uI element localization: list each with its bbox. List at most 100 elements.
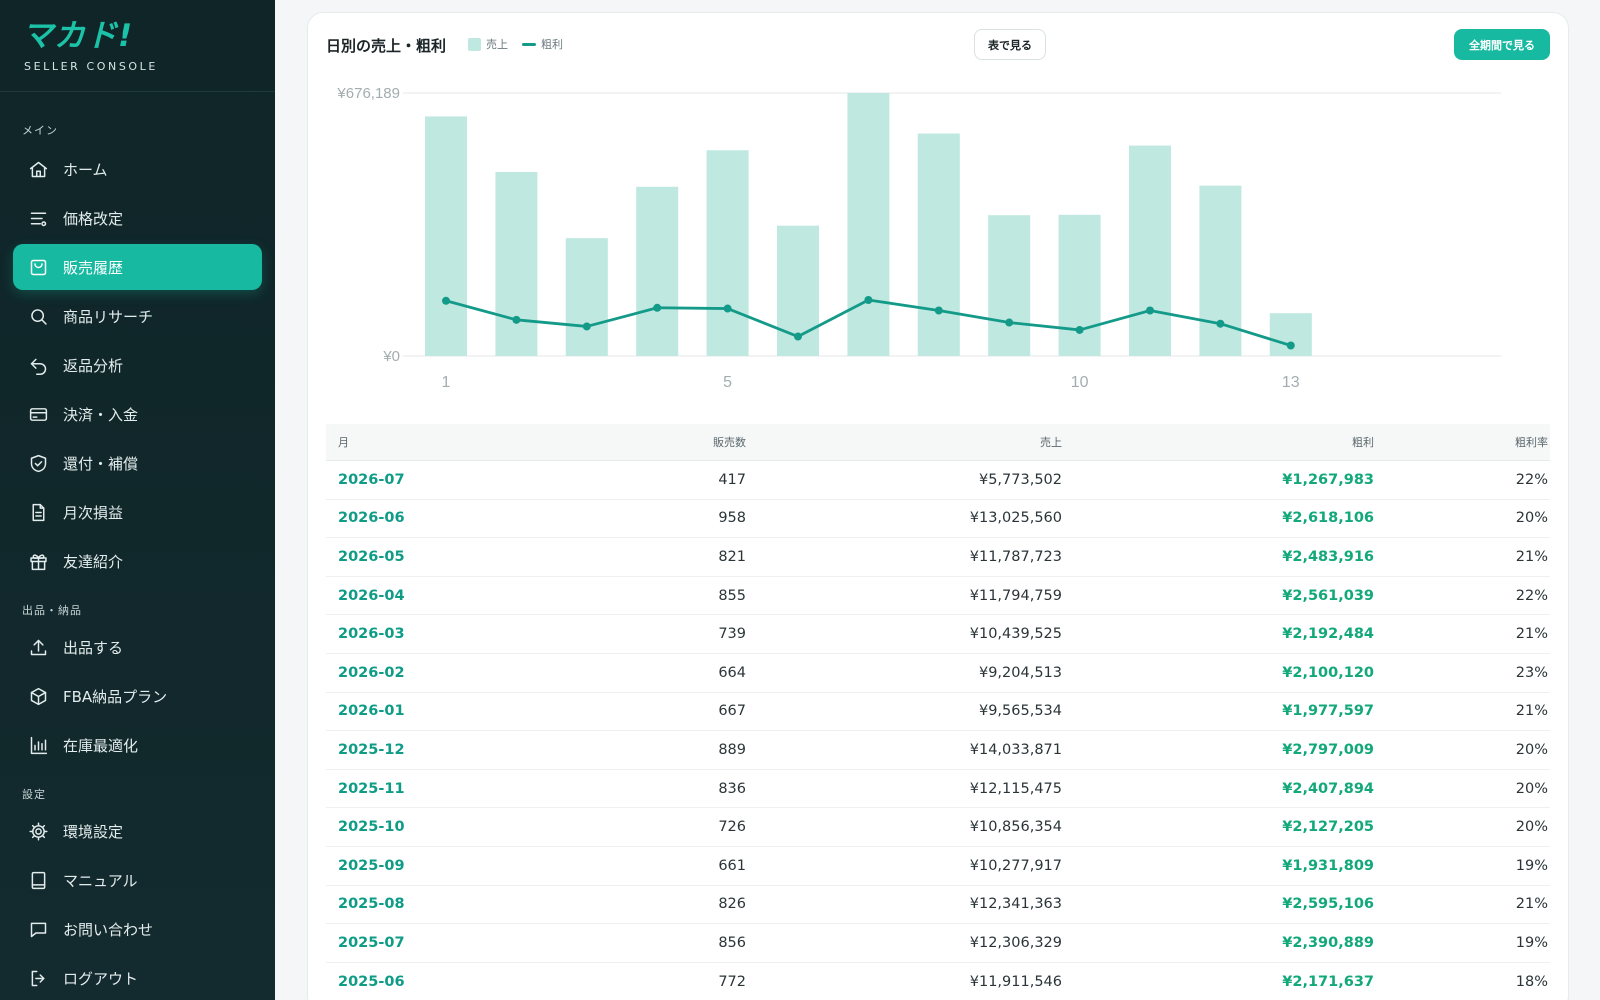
sidebar-item-inventory[interactable]: 在庫最適化 <box>13 722 262 768</box>
gift-icon <box>27 550 49 572</box>
brand-subtitle: SELLER CONSOLE <box>24 60 158 73</box>
sidebar-item-refunds[interactable]: 還付・補償 <box>13 440 262 486</box>
month-link[interactable]: 2026-03 <box>338 626 405 643</box>
sales-cell: ¥14,033,871 <box>969 741 1062 758</box>
month-link[interactable]: 2026-01 <box>338 703 405 720</box>
profit-point <box>653 303 662 312</box>
table-row[interactable]: 2026-05 821 ¥11,787,723 ¥2,483,916 21% <box>326 538 1550 577</box>
y-tick-label: ¥676,189 <box>336 85 400 102</box>
sidebar-item-product-research[interactable]: 商品リサーチ <box>13 293 262 339</box>
search-icon <box>27 305 49 327</box>
table-row[interactable]: 2026-02 664 ¥9,204,513 ¥2,100,120 23% <box>326 654 1550 693</box>
month-link[interactable]: 2025-08 <box>338 896 405 913</box>
month-link[interactable]: 2025-09 <box>338 857 405 874</box>
sales-bar <box>1058 214 1101 356</box>
profit-point <box>582 322 591 331</box>
month-link[interactable]: 2026-05 <box>338 548 405 565</box>
monthly-table: 月 販売数 売上 粗利 粗利率 2026-07 417 ¥5,773,502 ¥1,2… <box>326 424 1550 1000</box>
profit-point <box>1075 325 1084 334</box>
sold-cell: 661 <box>718 857 746 874</box>
sidebar-item-monthly-pl[interactable]: 月次損益 <box>13 489 262 535</box>
month-link[interactable]: 2026-07 <box>338 471 405 488</box>
logout-icon <box>27 967 49 989</box>
sidebar-item-contact[interactable]: お問い合わせ <box>13 906 262 952</box>
y-tick-label: ¥0 <box>382 348 400 365</box>
table-row[interactable]: 2026-04 855 ¥11,794,759 ¥2,561,039 22% <box>326 577 1550 616</box>
sales-bar <box>847 93 890 356</box>
undo-icon <box>27 354 49 376</box>
month-link[interactable]: 2026-02 <box>338 664 405 681</box>
sidebar-item-fba-plan[interactable]: FBA納品プラン <box>13 673 262 719</box>
month-link[interactable]: 2026-04 <box>338 587 405 604</box>
nav-section-listing: 出品・納品 <box>22 604 82 617</box>
sales-bar <box>706 150 749 356</box>
table-row[interactable]: 2025-10 726 ¥10,856,354 ¥2,127,205 20% <box>326 808 1550 847</box>
month-link[interactable]: 2025-12 <box>338 741 405 758</box>
sidebar-item-sales-history[interactable]: 販売履歴 <box>13 244 262 290</box>
nav-section-settings: 設定 <box>22 788 46 801</box>
gear-icon <box>27 820 49 842</box>
profit-cell: ¥1,267,983 <box>1282 471 1374 488</box>
sales-cell: ¥11,787,723 <box>969 548 1062 565</box>
sold-cell: 958 <box>718 510 746 527</box>
sidebar-item-label: 決済・入金 <box>63 405 139 424</box>
sales-bar <box>636 186 679 356</box>
sidebar-item-label: マニュアル <box>63 871 138 890</box>
table-row[interactable]: 2025-06 772 ¥11,911,546 ¥2,171,637 18% <box>326 963 1550 1000</box>
table-row[interactable]: 2025-08 826 ¥12,341,363 ¥2,595,106 21% <box>326 886 1550 925</box>
table-row[interactable]: 2025-12 889 ¥14,033,871 ¥2,797,009 20% <box>326 731 1550 770</box>
sidebar-item-settings[interactable]: 環境設定 <box>13 808 262 854</box>
profit-cell: ¥2,127,205 <box>1282 819 1374 836</box>
month-link[interactable]: 2025-11 <box>338 780 405 797</box>
profit-cell: ¥2,483,916 <box>1282 548 1374 565</box>
book-icon <box>27 869 49 891</box>
nav-section-main: メイン <box>22 124 58 137</box>
table-row[interactable]: 2025-11 836 ¥12,115,475 ¥2,407,894 20% <box>326 770 1550 809</box>
sales-cell: ¥13,025,560 <box>969 510 1062 527</box>
table-row[interactable]: 2026-03 739 ¥10,439,525 ¥2,192,484 21% <box>326 615 1550 654</box>
sidebar-item-home[interactable]: ホーム <box>13 146 262 192</box>
x-tick-label: 13 <box>1282 374 1300 391</box>
rate-cell: 20% <box>1515 819 1548 836</box>
month-link[interactable]: 2026-06 <box>338 510 405 527</box>
brand-logo[interactable]: マカド! <box>22 18 134 54</box>
table-row[interactable]: 2025-09 661 ¥10,277,917 ¥1,931,809 19% <box>326 847 1550 886</box>
sales-bar <box>425 116 467 356</box>
rate-cell: 21% <box>1515 626 1548 643</box>
legend-bar-swatch <box>468 37 481 51</box>
rate-cell: 19% <box>1515 857 1548 874</box>
rate-cell: 18% <box>1515 973 1548 990</box>
table-row[interactable]: 2025-07 856 ¥12,306,329 ¥2,390,889 19% <box>326 924 1550 963</box>
sales-cell: ¥11,911,546 <box>969 973 1062 990</box>
table-row[interactable]: 2026-07 417 ¥5,773,502 ¥1,267,983 22% <box>326 461 1550 500</box>
month-link[interactable]: 2025-06 <box>338 973 405 990</box>
brand: マカド! SELLER CONSOLE <box>0 0 275 92</box>
sidebar-item-label: 月次損益 <box>63 503 124 522</box>
table-row[interactable]: 2026-06 958 ¥13,025,560 ¥2,618,106 20% <box>326 500 1550 539</box>
sidebar-item-returns[interactable]: 返品分析 <box>13 342 262 388</box>
header-sales: 売上 <box>1040 436 1062 449</box>
month-link[interactable]: 2025-07 <box>338 934 405 951</box>
sidebar-item-label: 返品分析 <box>63 356 124 375</box>
sales-cell: ¥10,277,917 <box>969 857 1062 874</box>
rate-cell: 20% <box>1515 780 1548 797</box>
sales-cell: ¥12,115,475 <box>969 780 1062 797</box>
all-period-button[interactable]: 全期間で見る <box>1454 29 1550 60</box>
profit-cell: ¥1,977,597 <box>1282 703 1374 720</box>
sold-cell: 826 <box>718 896 746 913</box>
profit-cell: ¥2,171,637 <box>1282 973 1374 990</box>
sidebar-item-manual[interactable]: マニュアル <box>13 857 262 903</box>
rate-cell: 22% <box>1515 471 1548 488</box>
sold-cell: 726 <box>718 819 746 836</box>
sidebar-item-payments[interactable]: 決済・入金 <box>13 391 262 437</box>
sidebar-item-logout[interactable]: ログアウト <box>13 955 262 1000</box>
rate-cell: 22% <box>1515 587 1548 604</box>
view-table-button[interactable]: 表で見る <box>974 29 1046 60</box>
sidebar-item-referral[interactable]: 友達紹介 <box>13 538 262 584</box>
month-link[interactable]: 2025-10 <box>338 819 405 836</box>
sidebar-item-listing[interactable]: 出品する <box>13 624 262 670</box>
table-row[interactable]: 2026-01 667 ¥9,565,534 ¥1,977,597 21% <box>326 693 1550 732</box>
sidebar-item-repricing[interactable]: 価格改定 <box>13 195 262 241</box>
sidebar-item-label: 友達紹介 <box>63 552 124 571</box>
sales-cell: ¥10,856,354 <box>969 819 1062 836</box>
